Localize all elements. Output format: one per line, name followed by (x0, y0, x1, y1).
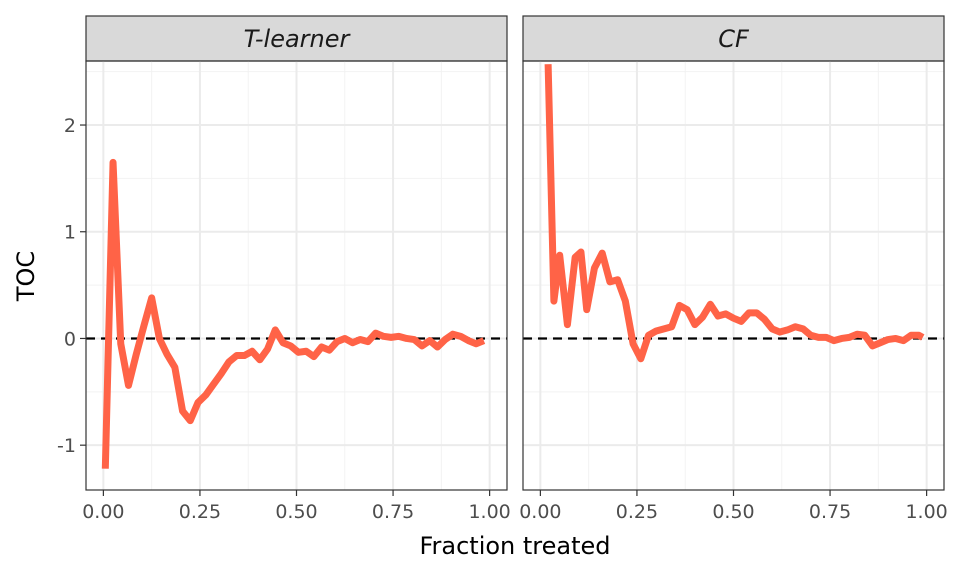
y-axis-title: TOC (12, 251, 40, 302)
y-tick-label: 1 (64, 222, 76, 244)
grid-lines (523, 61, 944, 490)
y-tick-label: 0 (64, 328, 76, 350)
strip-label: CF (718, 25, 750, 53)
x-tick-label: 1.00 (905, 501, 947, 523)
x-tick-label: 0.75 (372, 501, 414, 523)
x-tick-label: 0.00 (519, 501, 561, 523)
y-tick-label: 2 (64, 115, 76, 137)
series-line (101, 158, 486, 469)
x-axis-title: Fraction treated (419, 532, 610, 560)
x-axis: 0.00 0.25 0.50 0.75 1.00 (82, 490, 511, 523)
x-tick-label: 0.25 (616, 501, 658, 523)
strip-background (522, 15, 945, 62)
x-tick-label: 0.50 (275, 501, 317, 523)
series-line (544, 64, 925, 363)
panel-cf: CF 0.00 0.25 0.50 0.75 1.00 (519, 15, 948, 523)
x-tick-label: 1.00 (468, 501, 510, 523)
y-axis: -1 0 1 2 (57, 115, 86, 457)
panel-t-learner: T-learner 0.00 0.25 0.50 0.75 1.00 -1 0 1 2 (57, 15, 511, 523)
x-tick-label: 0.75 (809, 501, 851, 523)
strip-label: T-learner (244, 25, 352, 53)
x-tick-label: 0.50 (712, 501, 754, 523)
x-axis: 0.00 0.25 0.50 0.75 1.00 (519, 490, 948, 523)
strip-background (85, 15, 508, 62)
y-tick-label: -1 (57, 435, 76, 457)
x-tick-label: 0.25 (179, 501, 221, 523)
x-tick-label: 0.00 (82, 501, 124, 523)
